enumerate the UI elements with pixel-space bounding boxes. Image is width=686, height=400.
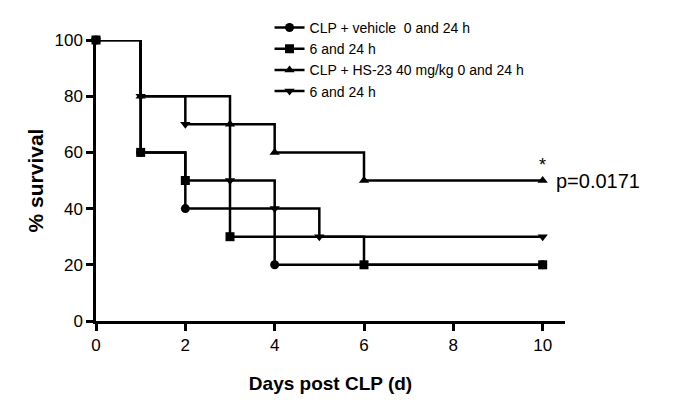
svg-text:*: * [539,155,546,175]
svg-text:60: 60 [64,143,83,162]
svg-text:0: 0 [91,336,100,355]
svg-text:80: 80 [64,87,83,106]
svg-text:20: 20 [64,256,83,275]
svg-text:0: 0 [73,312,82,331]
svg-text:6: 6 [359,336,368,355]
svg-text:Days post CLP (d): Days post CLP (d) [249,373,412,394]
svg-text:p=0.0171: p=0.0171 [556,170,640,192]
svg-text:6 and 24 h: 6 and 24 h [310,41,376,57]
svg-text:% survival: % survival [24,129,47,233]
svg-text:CLP + HS-23 40 mg/kg 0 and 24: CLP + HS-23 40 mg/kg 0 and 24 h [310,62,524,78]
svg-text:2: 2 [181,336,190,355]
svg-text:6 and 24 h: 6 and 24 h [310,84,376,100]
svg-text:8: 8 [449,336,458,355]
svg-text:40: 40 [64,200,83,219]
svg-text:CLP + vehicle 0 and 24 h: CLP + vehicle 0 and 24 h [310,20,470,36]
svg-text:10: 10 [533,336,552,355]
svg-text:100: 100 [54,31,82,50]
svg-text:4: 4 [270,336,279,355]
